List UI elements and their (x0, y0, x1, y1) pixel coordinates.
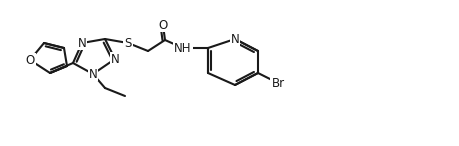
Text: N: N (78, 36, 86, 49)
Text: NH: NH (174, 41, 191, 54)
Text: Br: Br (271, 77, 284, 89)
Text: O: O (158, 19, 167, 32)
Text: N: N (110, 53, 119, 66)
Text: S: S (124, 36, 131, 49)
Text: N: N (89, 67, 97, 80)
Text: O: O (25, 53, 34, 66)
Text: N: N (230, 33, 239, 46)
